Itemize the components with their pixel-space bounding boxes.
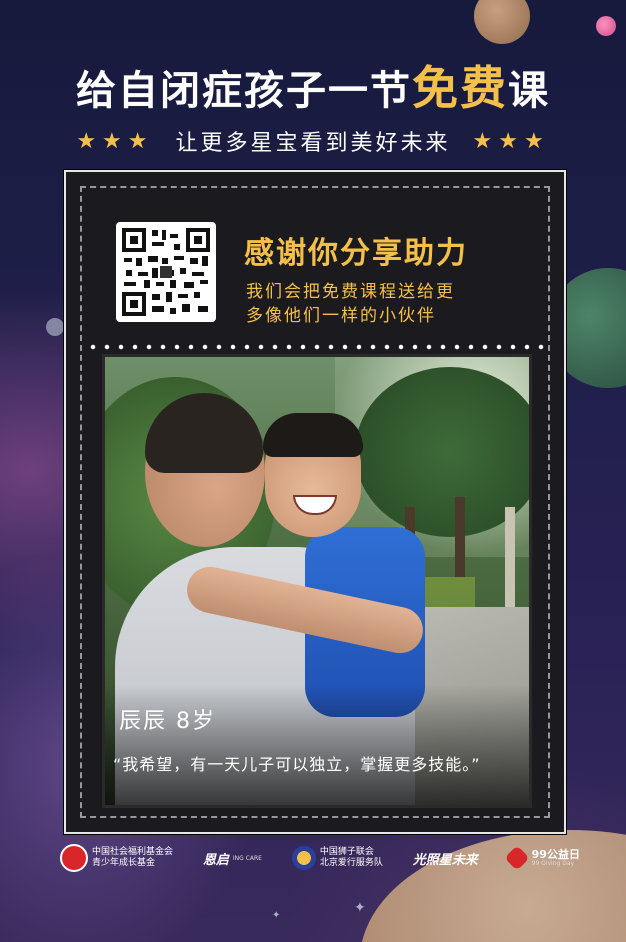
logo-light-star: 光照星未来 [413,849,478,868]
lions-club-icon [291,846,316,870]
child-name: 辰辰 8岁 [119,709,216,734]
thanks-desc-line: 多像他们一样的小伙伴 [246,306,436,326]
logo1-line1: 中国社会福利基金会 [92,847,174,857]
logo5-en: 99 Giving Day [531,860,575,867]
twinkle-star-icon: ✦ [354,900,366,916]
chalkboard-card: 感谢你分享助力 我们会把免费课程送给更 多像他们一样的小伙伴 辰辰 8岁 [64,170,566,834]
thanks-desc-line: 我们会把免费课程送给更 [246,282,455,302]
thanks-description: 我们会把免费课程送给更 多像他们一样的小伙伴 [246,280,546,328]
planet-decoration [46,318,64,336]
welfare-foundation-icon [60,844,88,872]
page-title: 给自闭症孩子一节免费课 [0,52,626,118]
planet-decoration [596,16,616,36]
logo-ingcare: 恩启 ING CARE [203,849,262,868]
stars-right-icon: ★★★ [472,128,550,154]
subtitle: 让更多星宝看到美好未来 [175,131,451,156]
logo-99-giving-day: 99公益日 99 Giving Day [503,845,580,871]
logo4-name: 光照星未来 [412,852,478,868]
subtitle-row: ★★★ 让更多星宝看到美好未来 ★★★ [0,124,626,158]
photo-shade [105,685,529,805]
planet-decoration [474,0,530,44]
family-photo: 辰辰 8岁 “我希望，有一天儿子可以独立，掌握更多技能。” [102,354,532,808]
logo2-en: ING CARE [232,854,262,862]
title-text: 给自闭症孩子一节 [76,68,412,114]
logo3-line1: 中国狮子联会 [319,847,374,857]
stars-left-icon: ★★★ [76,128,154,154]
logo-welfare-foundation: 中国社会福利基金会 青少年成长基金 [60,844,173,872]
twinkle-star-icon: ✦ [272,910,281,921]
giving-day-flower-icon [503,845,530,871]
thanks-heading: 感谢你分享助力 [244,236,468,271]
photo-boy-hair [263,413,363,457]
child-quote: “我希望，有一天儿子可以独立，掌握更多技能。” [113,755,481,774]
photo-pole [505,507,515,697]
qr-code-icon[interactable] [116,222,216,322]
title-text-end: 课 [508,68,550,114]
title-highlight: 免费 [412,61,508,115]
sponsor-logos: 中国社会福利基金会 青少年成长基金 恩启 ING CARE 中国狮子联会 北京爱… [60,842,580,874]
logo-lions-club: 中国狮子联会 北京爱行服务队 [291,846,383,870]
logo5-name: 99公益日 [531,848,580,861]
logo2-name: 恩启 [202,852,229,868]
logo1-line2: 青少年成长基金 [92,858,156,868]
logo3-line2: 北京爱行服务队 [319,858,383,868]
dotted-divider [86,344,544,350]
dashed-frame [80,186,550,818]
photo-tree [355,367,529,537]
